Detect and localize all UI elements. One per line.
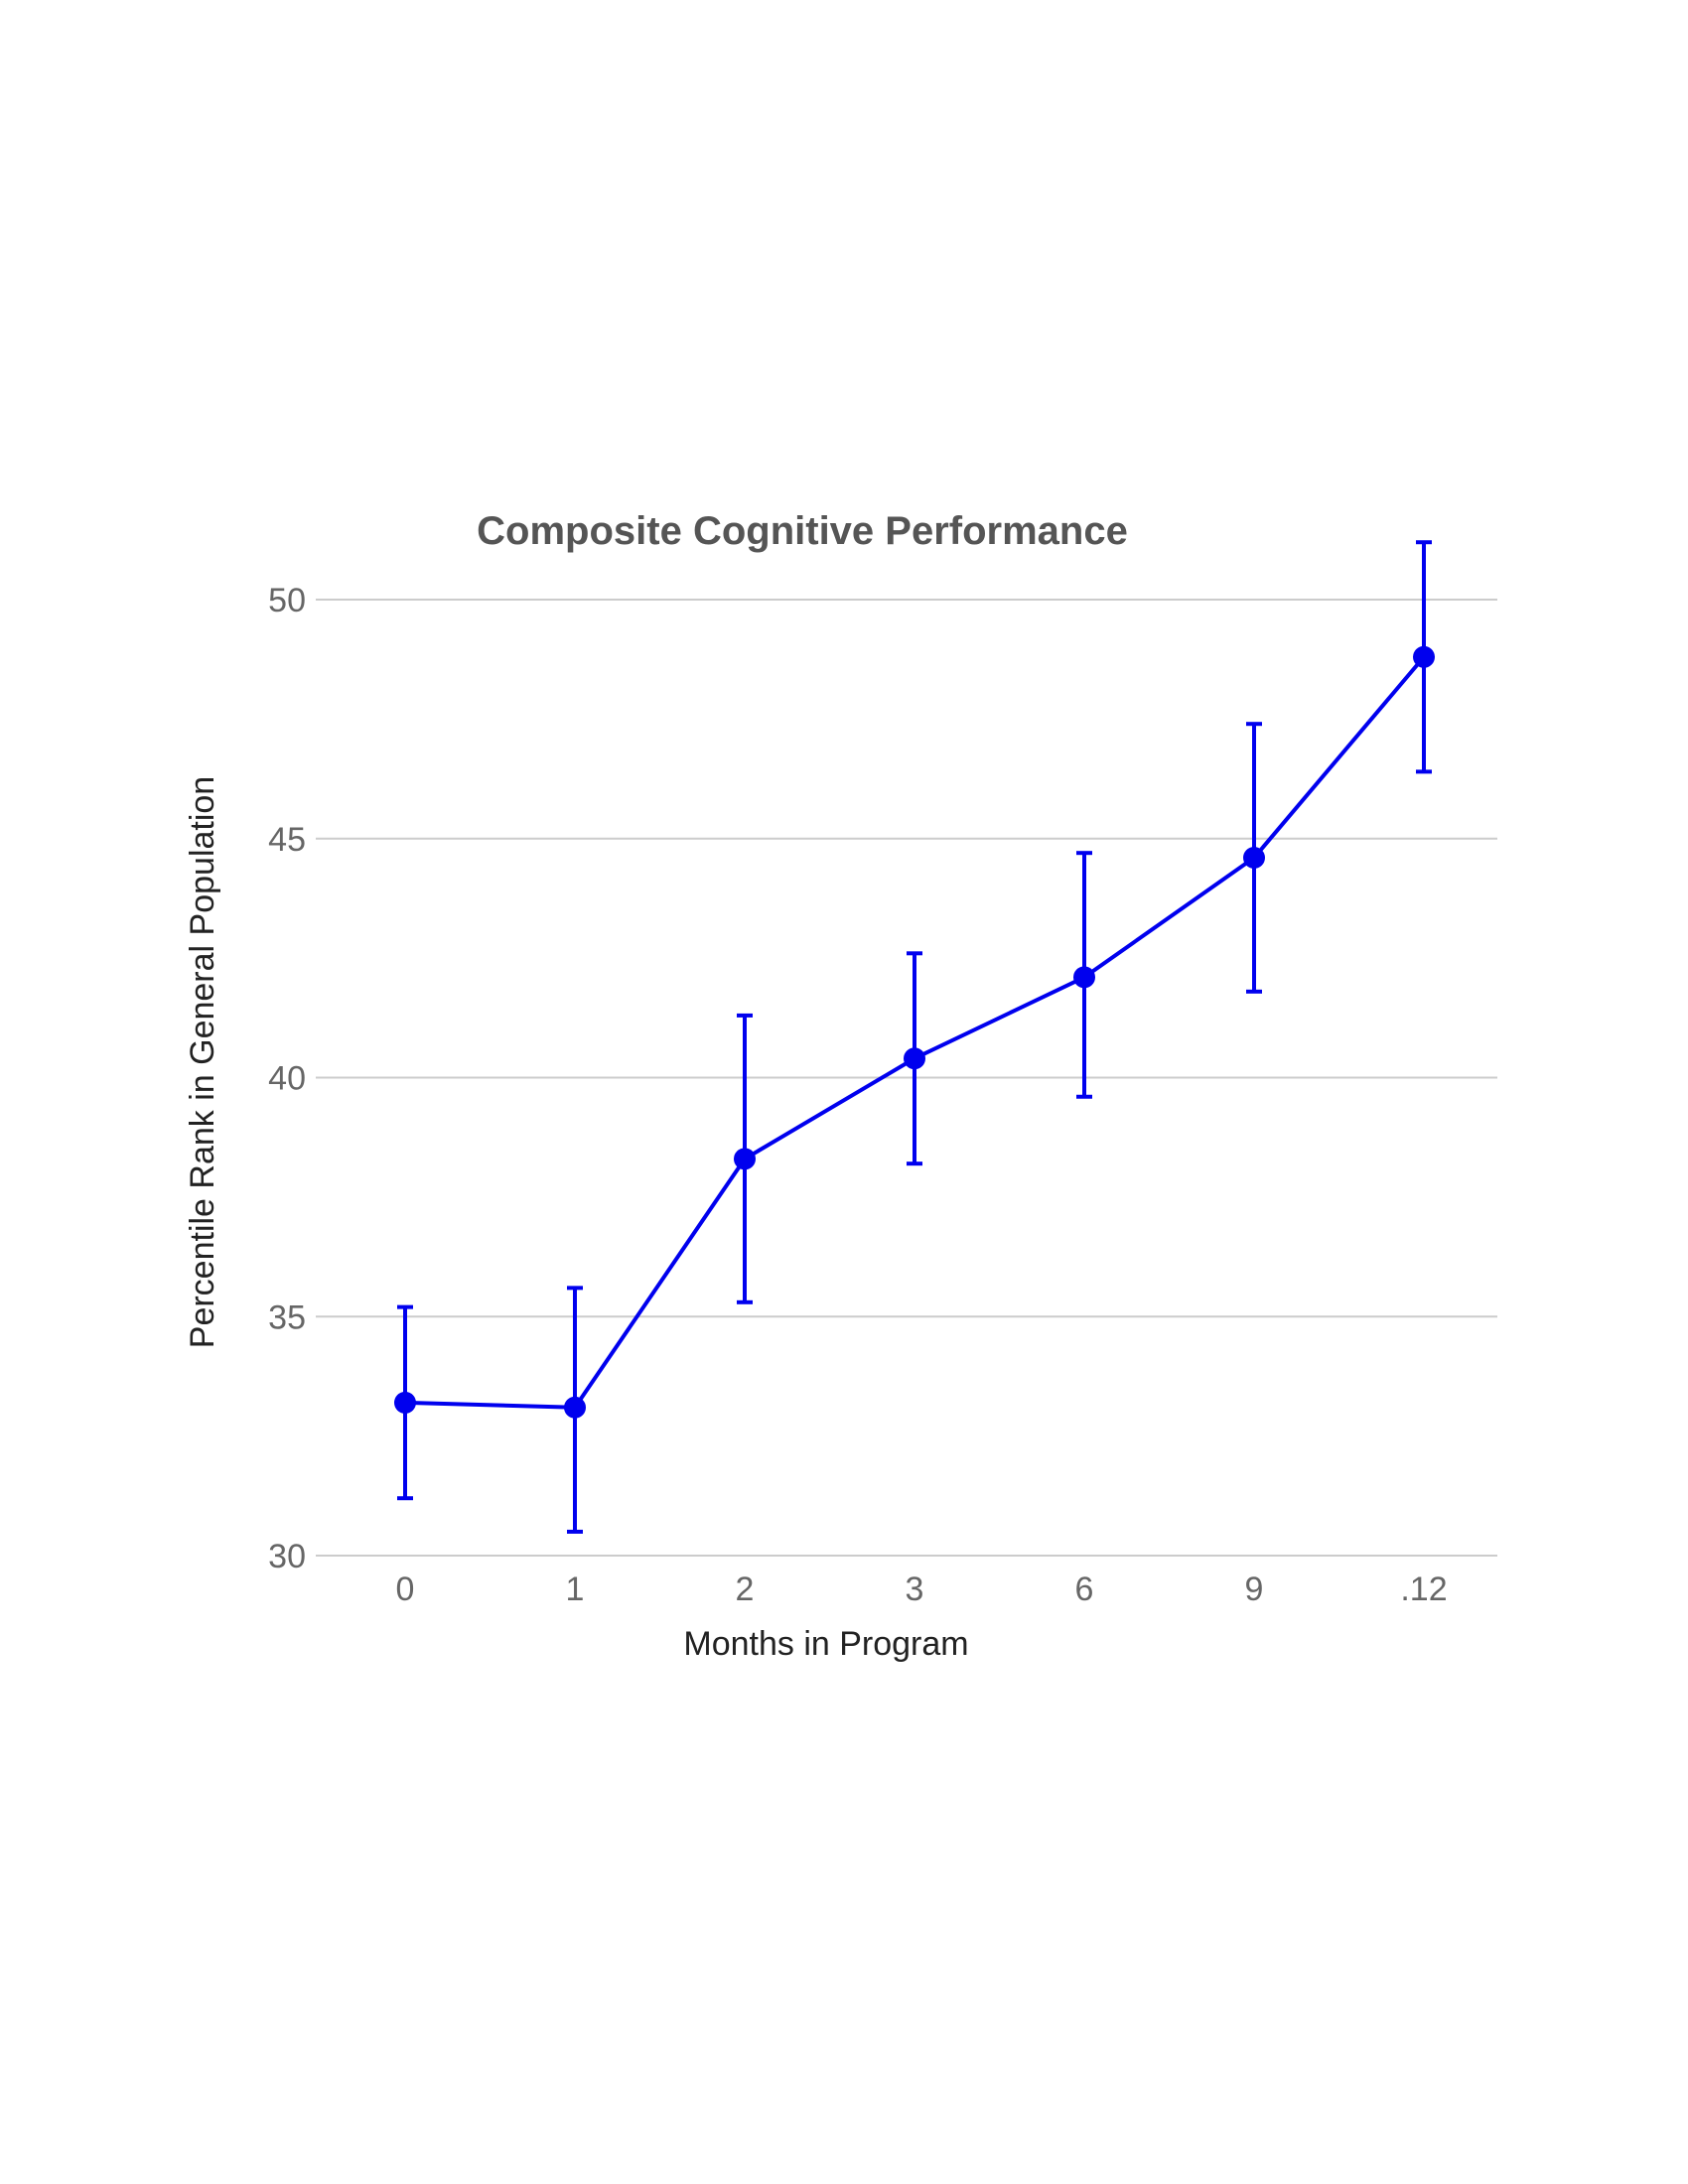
x-tick-label: .12	[1400, 1570, 1447, 1608]
x-tick-label: 6	[1075, 1570, 1094, 1608]
data-point	[1243, 847, 1265, 870]
data-point	[904, 1047, 925, 1070]
x-tick-label: 0	[396, 1570, 415, 1608]
y-tick-label: 30	[268, 1538, 306, 1575]
data-point	[734, 1148, 756, 1170]
data-points	[394, 645, 1435, 1419]
y-axis-label: Percentile Rank in General Population	[184, 776, 221, 1348]
x-tick-label: 3	[906, 1570, 924, 1608]
gridlines	[316, 599, 1497, 1557]
x-axis-ticks: 0 1 2 3 6 9 .12	[396, 1570, 1448, 1608]
y-tick-label: 40	[268, 1060, 306, 1098]
data-point	[1073, 966, 1095, 989]
y-tick-label: 50	[268, 582, 306, 619]
x-tick-label: 2	[736, 1570, 755, 1608]
x-tick-label: 1	[566, 1570, 585, 1608]
x-axis-label: Months in Program	[683, 1625, 968, 1663]
y-tick-label: 35	[268, 1298, 306, 1336]
x-tick-label: 9	[1245, 1570, 1264, 1608]
data-point	[1413, 645, 1435, 668]
data-point	[564, 1396, 586, 1419]
chart-title: Composite Cognitive Performance	[477, 509, 1128, 553]
y-axis-ticks: 30 35 40 45 50	[268, 582, 306, 1575]
y-tick-label: 45	[268, 821, 306, 859]
error-bars	[397, 540, 1432, 1534]
data-point	[394, 1391, 416, 1414]
